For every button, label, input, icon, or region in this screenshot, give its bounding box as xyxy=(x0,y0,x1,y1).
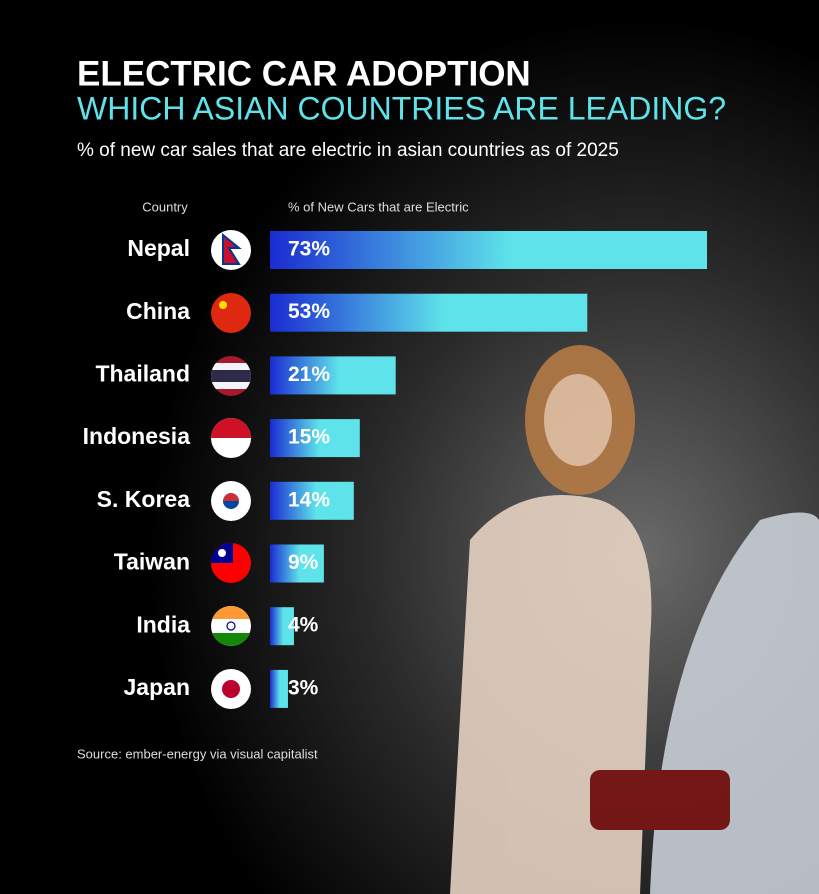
bar xyxy=(270,293,588,332)
value-label: 21% xyxy=(288,363,330,386)
photo-decoration xyxy=(450,345,819,894)
value-label: 14% xyxy=(288,488,330,511)
bar xyxy=(270,419,360,458)
flag-thailand xyxy=(211,356,251,396)
value-label: 9% xyxy=(288,551,319,574)
source: Source: ember-energy via visual capitali… xyxy=(77,746,318,761)
category-label: China xyxy=(126,298,190,324)
bars xyxy=(270,231,707,708)
bar xyxy=(270,481,354,520)
flag-korea xyxy=(211,481,251,521)
value-header: % of New Cars that are Electric xyxy=(288,199,469,214)
value-label: 4% xyxy=(288,614,319,637)
category-label: Indonesia xyxy=(83,423,191,449)
bar xyxy=(270,607,294,646)
category-label: S. Korea xyxy=(97,486,191,512)
flags xyxy=(211,230,251,709)
flag-china xyxy=(211,293,251,333)
flag-india xyxy=(211,606,251,646)
value-label: 15% xyxy=(288,426,330,449)
category-label: Japan xyxy=(124,674,190,700)
description: % of new car sales that are electric in … xyxy=(77,140,619,161)
category-header: Country xyxy=(142,199,188,214)
category-label: Thailand xyxy=(95,360,190,386)
flag-japan xyxy=(211,669,251,709)
category-label: Taiwan xyxy=(114,549,190,575)
value-label: 73% xyxy=(288,238,330,261)
bar xyxy=(270,356,396,395)
bar xyxy=(270,544,324,583)
bar xyxy=(270,669,288,708)
flag-indonesia xyxy=(211,418,251,458)
subtitle: WHICH ASIAN COUNTRIES ARE LEADING? xyxy=(77,90,726,126)
category-label: India xyxy=(136,611,190,637)
title: ELECTRIC CAR ADOPTION xyxy=(77,54,531,93)
category-label: Nepal xyxy=(127,235,190,261)
flag-taiwan xyxy=(211,543,251,583)
bar xyxy=(270,231,707,269)
value-label: 53% xyxy=(288,300,330,323)
value-label: 3% xyxy=(288,676,319,699)
flag-nepal xyxy=(211,230,251,270)
